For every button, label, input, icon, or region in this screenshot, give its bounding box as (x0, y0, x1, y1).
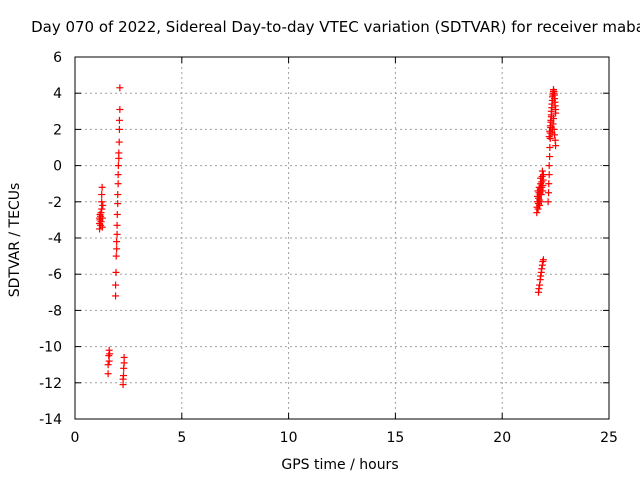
data-point (535, 285, 543, 293)
data-point (114, 180, 122, 188)
data-point (105, 357, 113, 365)
data-point (98, 191, 106, 199)
data-point (116, 105, 124, 113)
x-tick-label: 25 (600, 430, 618, 446)
y-tick-label: -6 (48, 267, 62, 283)
data-point (104, 361, 112, 369)
data-point (114, 162, 122, 170)
data-point (113, 221, 121, 229)
data-point (114, 171, 122, 179)
data-point (113, 238, 121, 246)
data-point (106, 350, 114, 358)
data-point (112, 292, 120, 300)
data-point (545, 180, 553, 188)
x-tick-label: 0 (71, 430, 80, 446)
data-point (120, 353, 128, 361)
data-point (115, 116, 123, 124)
y-tick-label: -10 (39, 340, 62, 356)
y-axis: -14 -12 -10 -8 -6 -4 -2 0 2 4 6 (39, 50, 609, 428)
data-point (112, 268, 120, 276)
y-tick-label: -2 (48, 195, 62, 211)
data-point (545, 162, 553, 170)
y-tick-label: -8 (48, 303, 62, 319)
data-point (547, 111, 555, 119)
x-axis: 0 5 10 15 20 25 (71, 57, 618, 446)
y-tick-label: -12 (39, 376, 62, 392)
data-point (98, 205, 106, 213)
data-point (537, 191, 545, 199)
x-tick-label: 10 (280, 430, 298, 446)
y-tick-label: 0 (53, 159, 62, 175)
data-point (545, 189, 553, 197)
x-tick-label: 15 (386, 430, 404, 446)
grid (75, 57, 609, 419)
data-point (113, 230, 121, 238)
data-point (114, 200, 122, 208)
y-axis-label: SDTVAR / TECUs (7, 183, 23, 298)
data-point (549, 115, 557, 123)
y-tick-label: 2 (53, 122, 62, 138)
data-point (104, 370, 112, 378)
data-point (112, 281, 120, 289)
data-point (115, 138, 123, 146)
data-point (98, 198, 106, 206)
data-point (552, 109, 560, 117)
data-point (112, 252, 120, 260)
y-tick-label: -4 (48, 231, 62, 247)
data-point (115, 149, 123, 157)
data-point (546, 153, 554, 161)
x-axis-label: GPS time / hours (281, 457, 398, 473)
data-point (119, 372, 127, 380)
y-tick-label: 4 (53, 86, 62, 102)
data-point (544, 198, 552, 206)
data-point (537, 272, 545, 280)
data-point (113, 210, 121, 218)
y-tick-label: 6 (53, 50, 62, 66)
data-point (98, 223, 106, 231)
data-point (546, 144, 554, 151)
data-point (551, 131, 559, 139)
data-point (536, 281, 544, 289)
data-point (113, 245, 121, 253)
data-point (115, 125, 123, 133)
data-point (97, 218, 105, 226)
data-point (98, 183, 106, 191)
data-point (538, 265, 546, 273)
data-point (99, 201, 107, 209)
data-point (114, 191, 122, 199)
data-point (537, 198, 545, 206)
data-point (539, 258, 547, 266)
data-point (98, 214, 106, 222)
data-point (545, 171, 553, 179)
x-tick-label: 20 (493, 430, 511, 446)
y-tick-label: -14 (39, 412, 62, 428)
data-point (116, 84, 124, 92)
data-point (539, 256, 547, 264)
data-point (97, 209, 105, 217)
data-point (538, 167, 546, 175)
chart-title: Day 070 of 2022, Sidereal Day-to-day VTE… (31, 18, 640, 36)
data-points (96, 84, 560, 389)
data-point (552, 142, 560, 150)
x-tick-label: 5 (177, 430, 186, 446)
